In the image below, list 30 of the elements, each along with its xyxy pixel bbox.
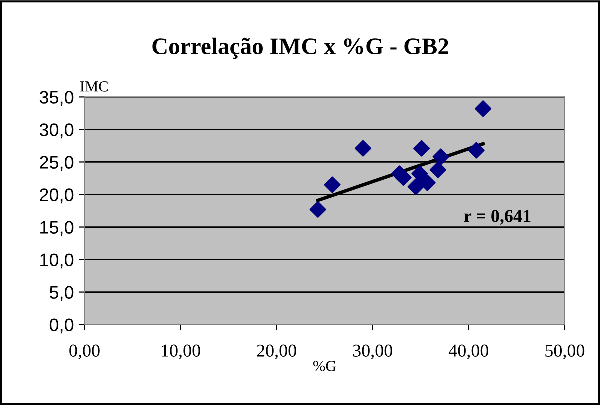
point [475,100,492,118]
x-tick-label: 20,00 [257,344,296,360]
point [408,178,424,196]
y-tick-label: 15,0 [40,221,74,236]
point [412,166,428,182]
point [324,176,341,194]
x-tick-label: 30,00 [353,344,392,360]
point [310,201,326,218]
y-tick-label: 0,0 [50,318,74,334]
point [419,174,436,192]
point [354,140,372,157]
x-tick-label: 50,00 [546,344,585,360]
x-tick-label: 40,00 [448,344,489,360]
point [468,142,485,159]
point [414,140,430,157]
x-tick-label: 10,00 [162,344,200,360]
y-tick-label: 10,0 [40,254,74,269]
point [430,162,446,178]
y-tick-label: 20,0 [40,188,74,204]
y-tick-label: 30,0 [40,124,74,139]
point [395,170,412,186]
y-tick-label: 25,0 [40,156,74,172]
y-axis-title: IMC [80,82,108,92]
x-axis-title: %G [313,361,336,372]
annotation: r = 0,641 [464,210,531,225]
point [432,148,450,166]
y-tick-label: 5,0 [50,286,74,302]
x-tick-label: 0,00 [70,344,100,360]
chart-title: Correlação IMC x %G - GB2 [152,38,448,60]
y-tick-label: 35,0 [40,91,74,106]
